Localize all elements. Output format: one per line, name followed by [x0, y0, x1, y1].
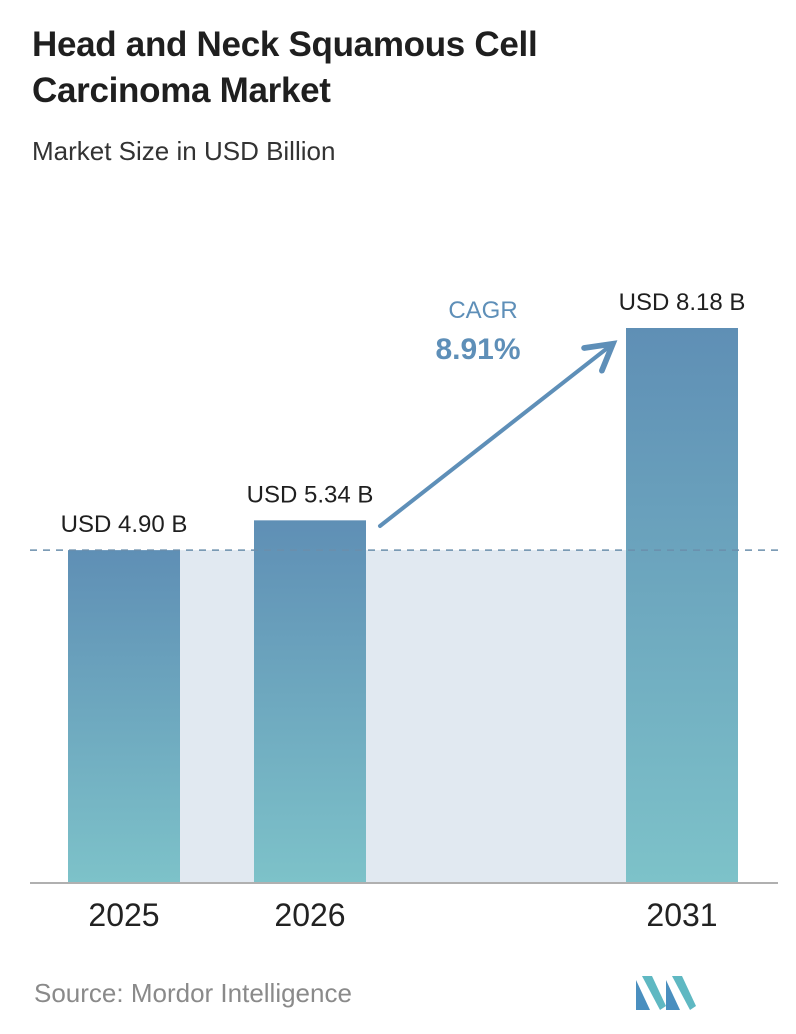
source-note: Source: Mordor Intelligence	[34, 978, 352, 1008]
tick-label-2031: 2031	[646, 897, 717, 933]
chart-title-line-1: Head and Neck Squamous Cell	[32, 25, 538, 64]
labels-layer: USD 4.90 B 2025 USD 5.34 B 2026 USD 8.18 B 20…	[61, 289, 746, 933]
value-label-2031: USD 8.18 B	[619, 289, 746, 316]
tick-label-2025: 2025	[88, 897, 159, 933]
mordor-intelligence-logo	[636, 976, 696, 1010]
cagr-value: 8.91%	[435, 333, 520, 366]
cagr-arrow	[378, 340, 618, 528]
cagr-label: CAGR	[448, 297, 517, 324]
value-label-2025: USD 4.90 B	[61, 511, 188, 538]
chart-subtitle: Market Size in USD Billion	[32, 136, 336, 166]
bar-chart: USD 4.90 B 2025 USD 5.34 B 2026 USD 8.18 B 20…	[30, 289, 780, 933]
chart-title: Head and Neck Squamous Cell Carcinoma Ma…	[32, 22, 752, 114]
bar-2025	[68, 550, 180, 882]
chart-title-line-2: Carcinoma Market	[32, 71, 331, 110]
bars-layer	[68, 328, 738, 882]
bar-2031	[626, 328, 738, 882]
tick-label-2026: 2026	[274, 897, 345, 933]
bar-2026	[254, 520, 366, 882]
value-label-2026: USD 5.34 B	[247, 481, 374, 508]
